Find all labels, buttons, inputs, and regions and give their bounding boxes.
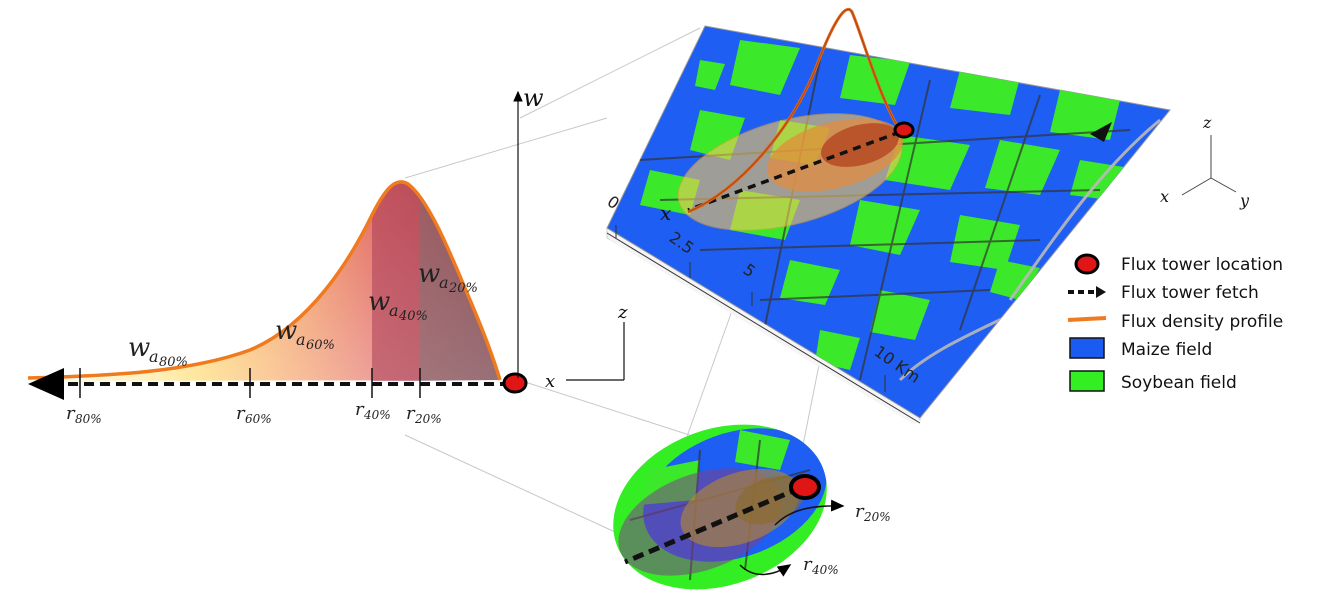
r20-arrow xyxy=(774,499,845,526)
svg-text:Flux tower location: Flux tower location xyxy=(1121,255,1283,275)
north-arrow-icon xyxy=(1090,122,1112,142)
legend-item-maize: Maize field xyxy=(1069,337,1212,360)
weight-label-80: w a 80% xyxy=(128,333,188,370)
legend-item-fetch: Flux tower fetch xyxy=(1068,283,1259,303)
blue-swatch-icon xyxy=(1069,337,1105,359)
svg-text:80%: 80% xyxy=(75,412,102,426)
axis-y-3d-label: y xyxy=(1239,191,1250,210)
svg-text:r: r xyxy=(355,399,365,420)
weight-label-60: w a 60% xyxy=(275,316,335,353)
profile-band-20 xyxy=(420,198,500,381)
axis-x-2d-label: x xyxy=(545,371,555,392)
radius-label-60: r 60% xyxy=(236,403,272,426)
svg-text:60%: 60% xyxy=(245,412,272,426)
tower-marker-icon xyxy=(1074,253,1100,275)
flux-profile-2d: w w a 80% w a 60% w a 40% w a 20% r 80% … xyxy=(27,84,544,426)
zoom-label-r20: r 20% xyxy=(855,501,891,524)
axis-z-2d-label: z xyxy=(617,302,628,323)
svg-text:Flux density profile: Flux density profile xyxy=(1121,312,1283,332)
fetch-line-zoom xyxy=(624,485,801,565)
svg-text:w: w xyxy=(418,259,440,289)
legend-item-tower: Flux tower location xyxy=(1074,253,1283,275)
svg-text:r: r xyxy=(803,554,813,575)
svg-text:80%: 80% xyxy=(159,355,188,370)
svg-text:Soybean field: Soybean field xyxy=(1121,373,1237,393)
map-scale xyxy=(606,225,921,424)
axis-x-3d-label: x xyxy=(1160,187,1169,206)
axes-2d: z x xyxy=(545,302,628,392)
tower-marker-zoom xyxy=(789,474,821,500)
svg-text:r: r xyxy=(855,501,865,522)
legend-item-profile: Flux density profile xyxy=(1067,312,1283,332)
svg-text:a: a xyxy=(296,330,306,349)
profile-band-40 xyxy=(372,181,420,381)
svg-text:w: w xyxy=(275,316,297,346)
tower-marker-3d xyxy=(893,121,915,139)
svg-text:r: r xyxy=(406,403,416,424)
svg-text:r: r xyxy=(236,403,246,424)
orange-line-icon xyxy=(1067,316,1107,322)
svg-text:20%: 20% xyxy=(448,281,478,296)
weight-label-40: w a 40% xyxy=(368,287,428,324)
svg-text:w: w xyxy=(368,287,390,317)
zoom-inset: r 20% r 40% xyxy=(613,424,891,590)
svg-text:60%: 60% xyxy=(306,338,335,353)
green-swatch-icon xyxy=(1069,370,1105,392)
svg-text:20%: 20% xyxy=(863,510,891,524)
svg-text:40%: 40% xyxy=(363,408,391,422)
svg-text:40%: 40% xyxy=(811,563,839,577)
tower-marker-2d xyxy=(502,372,528,394)
weight-label-20: w a 20% xyxy=(418,259,478,296)
map-x-label: x xyxy=(660,201,671,225)
svg-text:Flux tower fetch: Flux tower fetch xyxy=(1121,283,1259,303)
svg-text:a: a xyxy=(439,273,449,292)
legend-item-soybean: Soybean field xyxy=(1069,370,1237,393)
legend: Flux tower location Flux tower fetch Flu… xyxy=(1067,253,1283,393)
radius-ticks xyxy=(79,368,421,398)
svg-text:Maize field: Maize field xyxy=(1121,340,1212,360)
svg-text:r: r xyxy=(66,403,76,424)
svg-text:20%: 20% xyxy=(414,412,442,426)
r40-arrow xyxy=(739,564,792,577)
axes-3d: z x y xyxy=(1160,113,1250,210)
svg-text:w: w xyxy=(128,333,150,363)
profile-curve xyxy=(27,180,502,381)
svg-text:a: a xyxy=(149,347,159,366)
w-axis-label: w xyxy=(523,84,544,112)
radius-label-80: r 80% xyxy=(66,403,102,426)
radius-label-40: r 40% xyxy=(355,399,391,422)
zoom-label-r40: r 40% xyxy=(803,554,839,577)
svg-text:40%: 40% xyxy=(398,309,428,324)
radius-label-20: r 20% xyxy=(406,403,442,426)
svg-text:a: a xyxy=(389,301,399,320)
axis-z-3d-label: z xyxy=(1202,113,1212,132)
fetch-line-3d xyxy=(687,130,901,212)
land-map-3d: 0 2.5 5 10 Km x xyxy=(604,8,1171,425)
